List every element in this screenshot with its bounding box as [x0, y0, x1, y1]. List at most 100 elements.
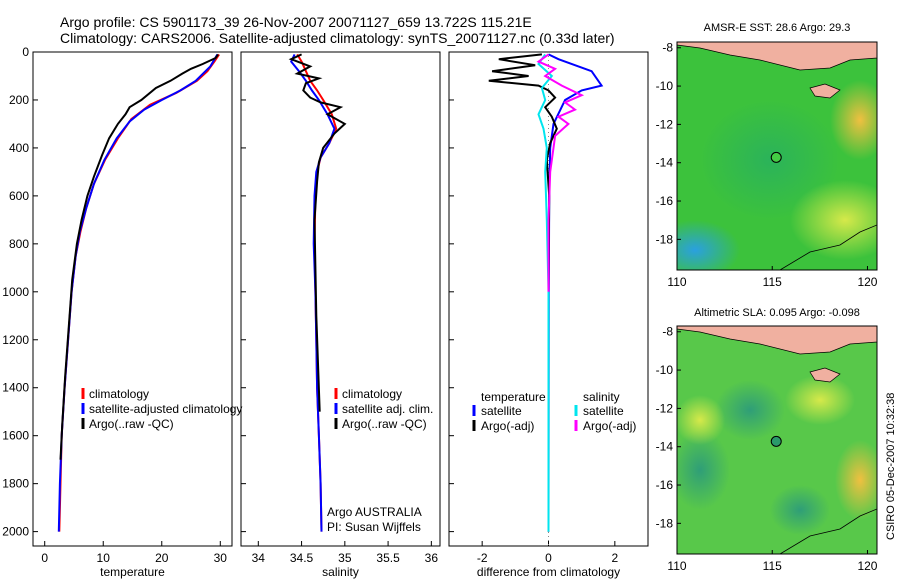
map-y-tick-label: -12 — [656, 401, 674, 415]
title-line2: Climatology: CARS2006. Satellite-adjuste… — [60, 30, 615, 46]
x-tick-label: 30 — [214, 551, 228, 565]
sst-coastline-australia — [779, 224, 877, 270]
y-tick-label: 1200 — [2, 333, 29, 347]
map-y-tick-label: -10 — [656, 363, 674, 377]
legend-label: Argo(..raw -QC) — [89, 417, 174, 431]
sst-cool-region — [700, 100, 840, 220]
sla-high-region — [835, 440, 877, 520]
annotation-text: Argo AUSTRALIA — [327, 505, 422, 519]
series-group — [288, 53, 347, 532]
series-line-salinity-argo-adj- — [536, 53, 585, 292]
x-tick-label: 35 — [338, 551, 352, 565]
y-tick-label: 600 — [9, 189, 29, 203]
sst-map: AMSR-E SST: 28.6 Argo: 29.3 110 115 120 -8 -… — [656, 22, 878, 289]
map-y-tick-label: -8 — [662, 325, 673, 339]
sla-map-ticks: 110 115 120 -8 -10 -12 -14 -16 -18 — [656, 325, 878, 573]
sla-land-islands — [677, 326, 877, 355]
sla-low-region-2 — [677, 430, 730, 510]
legend-label: Argo(-adj) — [583, 419, 636, 433]
x-tick-label: 2 — [611, 551, 618, 565]
x-tick-label: 10 — [97, 551, 111, 565]
footer-credit: CSIRO 05-Dec-2007 10:32:38 — [885, 393, 897, 540]
sla-land-island-small — [809, 367, 841, 383]
title-line1: Argo profile: CS 5901173_39 26-Nov-2007 … — [60, 14, 532, 30]
y-tick-label: 1400 — [2, 381, 29, 395]
sst-map-frame — [676, 41, 878, 271]
series-group — [57, 53, 220, 532]
map-y-tick-label: -16 — [656, 478, 674, 492]
map-x-tick-label: 120 — [857, 559, 877, 573]
map-x-tick-label: 115 — [763, 559, 782, 573]
sla-map: Altimetric SLA: 0.095 Argo: -0.098 110 11… — [656, 307, 878, 573]
map-y-tick-label: -8 — [662, 41, 673, 55]
argo-float-marker — [770, 435, 782, 447]
series-group — [488, 53, 604, 532]
annotation-text: PI: Susan Wijffels — [327, 520, 421, 534]
sst-map-title: AMSR-E SST: 28.6 Argo: 29.3 — [704, 22, 851, 34]
map-x-tick-label: 110 — [667, 275, 686, 289]
y-tick-label: 400 — [9, 141, 29, 155]
sst-hot-region — [830, 80, 877, 160]
panel-temperature: 0 10 20 30 temperature 0 200 400 600 800 1000 1200 1… — [2, 45, 242, 579]
sla-low-region — [715, 380, 785, 440]
legend-label: climatology — [342, 387, 402, 401]
legend-title-temperature: temperature — [481, 390, 546, 404]
map-y-tick-label: -10 — [656, 79, 674, 93]
legend-label: Argo(-adj) — [481, 419, 534, 433]
argo-float-marker — [770, 151, 782, 163]
sla-high-region-2 — [677, 395, 725, 445]
series-line-satellite-adjusted-climatology — [57, 53, 219, 532]
sla-map-title: Altimetric SLA: 0.095 Argo: -0.098 — [694, 307, 860, 319]
map-x-tick-label: 115 — [763, 275, 782, 289]
series-line-argo-raw-qc- — [288, 53, 347, 412]
sst-cold-region — [677, 220, 740, 270]
x-axis-label: difference from climatology — [477, 565, 620, 579]
series-line-temperature-argo-adj- — [488, 53, 558, 532]
x-tick-label: 35.5 — [376, 551, 400, 565]
legend-label: satellite adj. clim. — [342, 402, 433, 416]
y-tick-label: 800 — [9, 237, 29, 251]
series-line-argo-raw-qc- — [59, 53, 219, 460]
sla-low-region-3 — [770, 485, 830, 535]
panel-frame — [32, 51, 233, 547]
y-tick-label: 1800 — [2, 477, 29, 491]
sla-map-frame — [676, 325, 878, 555]
series-line-satellite-adj-clim- — [290, 53, 336, 532]
series-line-salinity-satellite — [537, 53, 554, 532]
legend-label: climatology — [89, 387, 149, 401]
map-y-tick-label: -18 — [656, 516, 674, 530]
y-tick-label: 0 — [22, 45, 29, 59]
y-tick-label: 200 — [9, 93, 29, 107]
legend-label: Argo(..raw -QC) — [342, 417, 427, 431]
x-axis-label: temperature — [100, 565, 165, 579]
x-tick-label: 34 — [252, 551, 266, 565]
y-tick-label: 1600 — [2, 429, 29, 443]
legend-label: satellite — [583, 404, 624, 418]
map-y-tick-label: -14 — [656, 440, 674, 454]
panel-frame — [240, 51, 441, 547]
sst-land-islands — [677, 42, 877, 71]
x-tick-label: 0 — [545, 551, 552, 565]
series-line-climatology — [58, 53, 220, 532]
sla-high-region-3 — [785, 375, 855, 425]
legend-label: satellite-adjusted climatology — [89, 402, 242, 416]
x-tick-label: 36 — [425, 551, 439, 565]
map-x-tick-label: 120 — [857, 275, 877, 289]
sla-coastline-australia — [779, 508, 877, 554]
map-y-tick-label: -18 — [656, 232, 674, 246]
sst-map-ticks: 110 115 120 -8 -10 -12 -14 -16 -18 — [656, 41, 878, 289]
x-tick-label: 20 — [155, 551, 169, 565]
y-tick-label: 1000 — [2, 285, 29, 299]
x-axis-label: salinity — [322, 565, 359, 579]
panel-salinity: 34 34.5 35 35.5 36 salinity climatologysatelli… — [240, 51, 441, 579]
sst-land-island-small — [809, 83, 841, 99]
y-tick-label: 2000 — [2, 525, 29, 539]
map-y-tick-label: -14 — [656, 156, 674, 170]
sst-warm-region — [790, 180, 877, 260]
profile-panels: 0 10 20 30temperature0200400600800100012001… — [2, 45, 649, 579]
x-tick-label: 34.5 — [290, 551, 314, 565]
x-tick-label: 0 — [41, 551, 48, 565]
legend-label: satellite — [481, 404, 522, 418]
